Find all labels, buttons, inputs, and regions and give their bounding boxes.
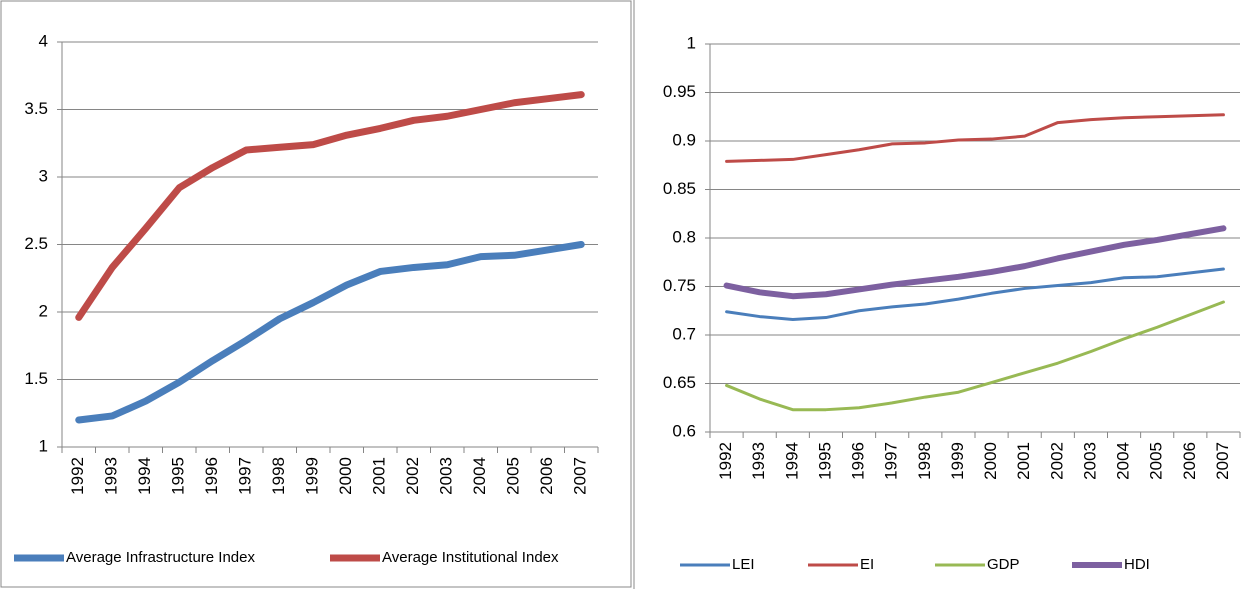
x-tick-label: 1992 xyxy=(716,442,735,480)
legend-label: EI xyxy=(860,556,874,573)
y-tick-label: 0.7 xyxy=(672,324,696,343)
data-line xyxy=(725,113,1225,163)
x-tick-label: 2005 xyxy=(504,457,523,495)
y-tick-label: 0.9 xyxy=(672,130,696,149)
data-line xyxy=(723,225,1227,300)
x-tick-label: 1997 xyxy=(236,457,255,495)
data-line xyxy=(725,267,1225,321)
x-tick-label: 1998 xyxy=(269,457,288,495)
x-tick-label: 2003 xyxy=(1080,442,1099,480)
x-tick-label: 1997 xyxy=(882,442,901,480)
x-tick-label: 1993 xyxy=(749,442,768,480)
x-tick-label: 1999 xyxy=(948,442,967,480)
legend-label: GDP xyxy=(987,556,1020,573)
legend-label: Average Institutional Index xyxy=(382,549,559,566)
x-tick-label: 2006 xyxy=(1180,442,1199,480)
x-tick-label: 2006 xyxy=(537,457,556,495)
x-tick-label: 2007 xyxy=(571,457,590,495)
x-tick-label: 1995 xyxy=(815,442,834,480)
y-tick-label: 4 xyxy=(39,31,48,50)
x-tick-label: 1996 xyxy=(849,442,868,480)
x-tick-label: 2000 xyxy=(981,442,1000,480)
y-tick-label: 1 xyxy=(687,33,696,52)
y-tick-label: 0.6 xyxy=(672,421,696,440)
x-tick-label: 2007 xyxy=(1213,442,1232,480)
x-tick-label: 2002 xyxy=(1047,442,1066,480)
x-tick-label: 1992 xyxy=(68,457,87,495)
x-tick-label: 1994 xyxy=(135,457,154,495)
x-tick-label: 2002 xyxy=(403,457,422,495)
x-tick-label: 2005 xyxy=(1147,442,1166,480)
x-tick-label: 1993 xyxy=(102,457,121,495)
x-tick-label: 2001 xyxy=(370,457,389,495)
x-tick-label: 2003 xyxy=(437,457,456,495)
y-tick-label: 0.85 xyxy=(663,179,696,198)
data-line xyxy=(75,91,585,321)
legend-label: HDI xyxy=(1124,556,1150,573)
y-tick-label: 0.75 xyxy=(663,276,696,295)
y-tick-label: 0.8 xyxy=(672,227,696,246)
y-tick-label: 1.5 xyxy=(24,369,48,388)
y-tick-label: 3 xyxy=(39,166,48,185)
data-line xyxy=(725,300,1225,412)
x-tick-label: 2004 xyxy=(1114,442,1133,480)
x-tick-label: 2001 xyxy=(1014,442,1033,480)
legend-label: Average Infrastructure Index xyxy=(66,549,255,566)
y-tick-label: 0.65 xyxy=(663,373,696,392)
x-tick-label: 2004 xyxy=(470,457,489,495)
y-tick-label: 1 xyxy=(39,436,48,455)
y-tick-label: 3.5 xyxy=(24,99,48,118)
x-tick-label: 1994 xyxy=(782,442,801,480)
data-line xyxy=(75,241,585,424)
legend-label: LEI xyxy=(732,556,755,573)
left-panel-border xyxy=(0,0,632,588)
y-tick-label: 0.95 xyxy=(663,82,696,101)
x-tick-label: 1995 xyxy=(169,457,188,495)
x-tick-label: 1999 xyxy=(303,457,322,495)
y-tick-label: 2.5 xyxy=(24,234,48,253)
x-tick-label: 2000 xyxy=(336,457,355,495)
y-tick-label: 2 xyxy=(39,301,48,320)
x-tick-label: 1998 xyxy=(915,442,934,480)
x-tick-label: 1996 xyxy=(202,457,221,495)
